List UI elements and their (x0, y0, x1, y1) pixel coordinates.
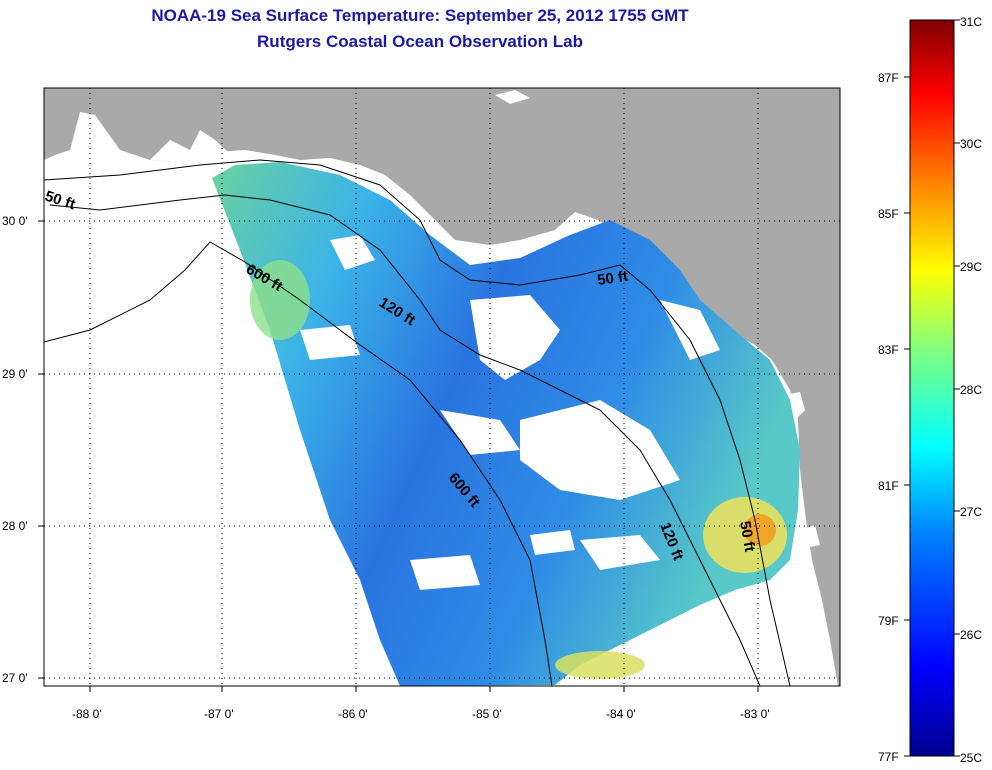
contour-600ft (44, 241, 553, 686)
lat-label: 29 0' (2, 367, 28, 381)
contour-label-50ft: 50 ft (736, 520, 758, 553)
latitude-labels: 30 0' 29 0' 28 0' 27 0' (2, 214, 28, 685)
cloud-gap (580, 535, 660, 570)
longitude-labels: -88 0' -87 0' -86 0' -85 0' -84 0' -83 0… (72, 707, 770, 721)
colorbar-ticks (904, 19, 960, 757)
color-scale-bar (909, 19, 955, 757)
celsius-label: 28C (960, 383, 982, 397)
celsius-label: 26C (960, 628, 982, 642)
fahrenheit-label: 81F (878, 479, 899, 493)
hot-spot (744, 514, 776, 546)
lake-shape (495, 90, 530, 104)
cloud-gap (410, 555, 480, 590)
cloud-gap (530, 530, 575, 555)
lat-label: 27 0' (2, 671, 28, 685)
lon-label: -86 0' (338, 707, 368, 721)
cloud-gap (470, 295, 560, 380)
fahrenheit-label: 79F (878, 614, 899, 628)
cloud-gap (330, 235, 375, 270)
warm-patch-west (250, 260, 310, 340)
bay-shape (150, 130, 228, 162)
cloud-gap (440, 410, 520, 455)
fahrenheit-label: 87F (878, 71, 899, 85)
plot-frame (43, 87, 841, 687)
cloud-gap (300, 325, 360, 360)
celsius-label: 31C (960, 15, 982, 29)
celsius-labels: 31C 30C 29C 28C 27C 26C 25C (960, 15, 982, 765)
contour-50ft (44, 159, 791, 686)
tick-marks (38, 220, 759, 692)
contour-label-50ft: 50 ft (596, 268, 629, 289)
bathymetry-contours (44, 159, 791, 686)
contour-120ft (49, 194, 761, 686)
celsius-label: 30C (960, 137, 982, 151)
fahrenheit-labels: 87F 85F 83F 81F 79F 77F (878, 71, 899, 764)
map-title: NOAA-19 Sea Surface Temperature: Septemb… (151, 6, 689, 25)
lon-label: -88 0' (72, 707, 102, 721)
coast-inlet (785, 392, 805, 420)
fahrenheit-label: 83F (878, 343, 899, 357)
lon-label: -84 0' (606, 707, 636, 721)
map-subtitle: Rutgers Coastal Ocean Observation Lab (257, 32, 583, 51)
fahrenheit-label: 77F (878, 750, 899, 764)
lat-label: 28 0' (2, 519, 28, 533)
lat-label: 30 0' (2, 214, 28, 228)
cloud-gap (520, 400, 680, 500)
tampa-bay (800, 525, 820, 548)
lon-label: -83 0' (740, 707, 770, 721)
cloud-gap (660, 300, 720, 360)
celsius-label: 27C (960, 505, 982, 519)
warm-patch-south (555, 651, 645, 679)
fahrenheit-label: 85F (878, 207, 899, 221)
lon-label: -85 0' (472, 707, 502, 721)
celsius-label: 29C (960, 260, 982, 274)
lon-label: -87 0' (204, 707, 234, 721)
celsius-label: 25C (960, 751, 982, 765)
